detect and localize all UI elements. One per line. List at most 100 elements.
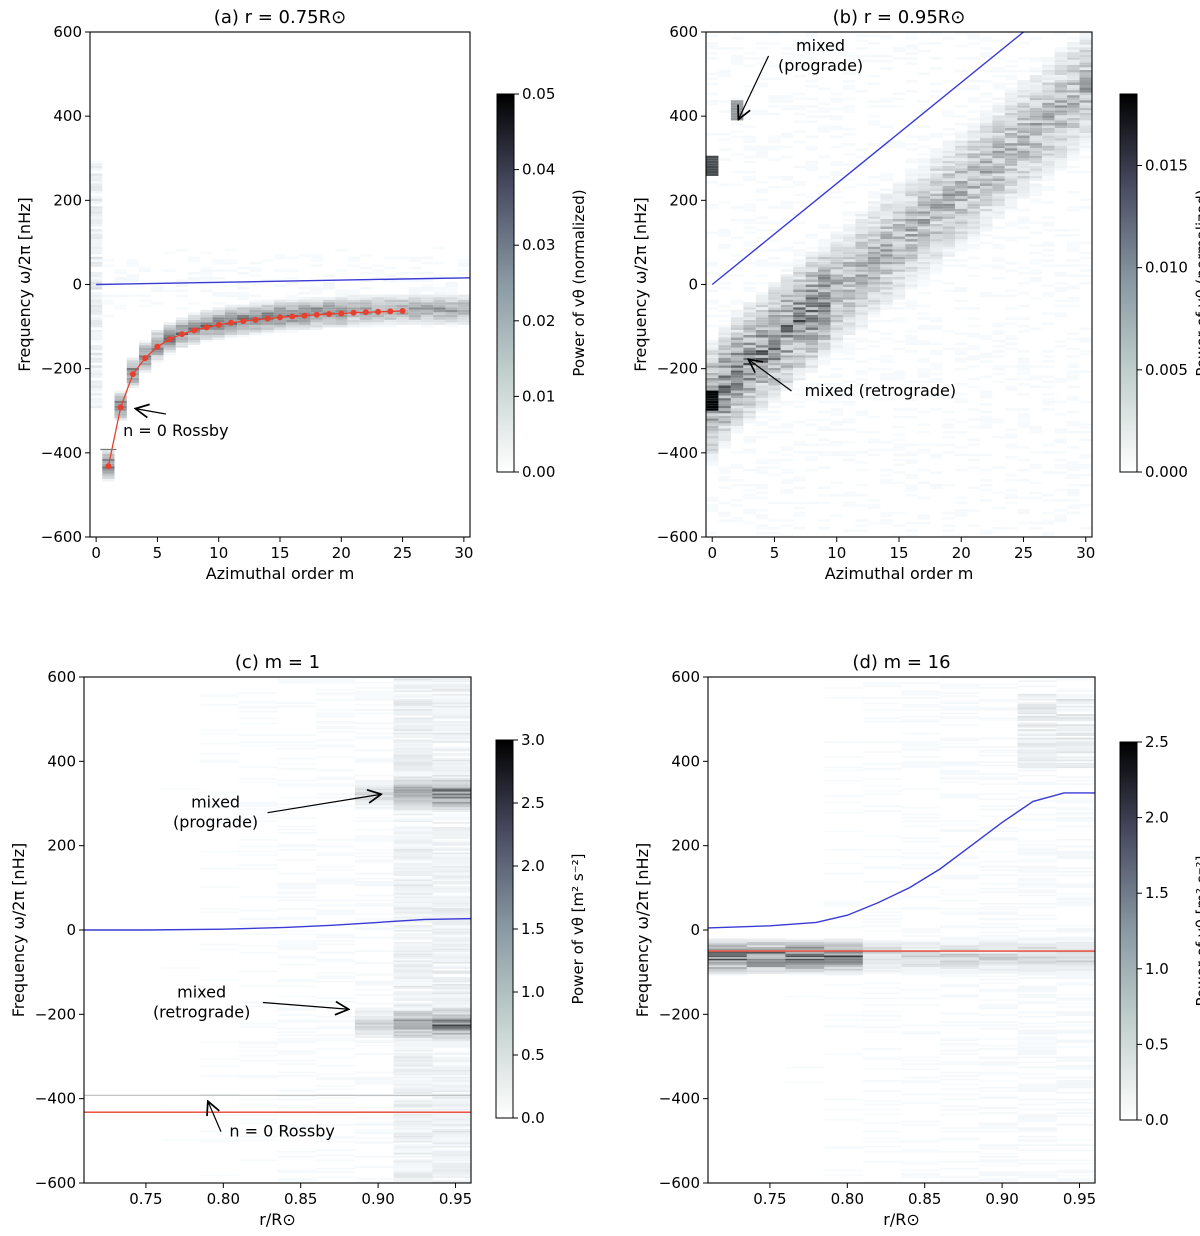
heatmap-cell <box>393 914 433 917</box>
heatmap-cell <box>1079 206 1092 209</box>
heatmap-cell <box>768 375 781 378</box>
heatmap-cell <box>238 710 278 713</box>
heatmap-cell <box>793 486 806 490</box>
heatmap-cell <box>818 375 831 378</box>
heatmap-cell <box>730 413 744 416</box>
heatmap-cell <box>1017 79 1030 83</box>
heatmap-cell <box>212 292 225 295</box>
heatmap-cell <box>1017 188 1030 192</box>
heatmap-cell <box>1056 1177 1095 1180</box>
heatmap-cell <box>1056 1002 1095 1005</box>
heatmap-cell <box>706 72 719 75</box>
heatmap-cell <box>842 345 856 348</box>
heatmap-cell <box>855 249 868 252</box>
heatmap-cell <box>706 231 719 234</box>
heatmap-cell <box>1017 1044 1057 1047</box>
heatmap-cell <box>273 329 287 333</box>
heatmap-cell <box>824 970 864 973</box>
heatmap-cell <box>805 289 819 293</box>
heatmap-cell <box>200 1058 240 1060</box>
heatmap-cell <box>1054 79 1068 83</box>
heatmap-cell <box>1042 499 1055 502</box>
heatmap-cell <box>1017 962 1057 964</box>
heatmap-cell <box>830 514 843 517</box>
heatmap-cell <box>901 962 941 964</box>
heatmap-cell <box>393 709 433 711</box>
heatmap-cell <box>354 1142 395 1145</box>
heatmap-cell <box>930 264 943 267</box>
heatmap-cell <box>1017 1031 1057 1033</box>
heatmap-cell <box>1004 526 1018 530</box>
heatmap-cell <box>90 191 103 194</box>
heatmap-cell <box>880 393 893 396</box>
heatmap-cell <box>432 830 471 833</box>
heatmap-cell <box>1079 57 1092 60</box>
heatmap-cell <box>1056 940 1095 942</box>
heatmap-cell <box>90 382 103 386</box>
heatmap-cell <box>867 438 881 442</box>
heatmap-cell <box>393 1152 433 1155</box>
heatmap-cell <box>1004 155 1018 159</box>
heatmap-cell <box>992 466 1005 469</box>
heatmap-cell <box>1079 251 1092 255</box>
heatmap-cell <box>1004 115 1018 118</box>
heatmap-cell <box>1079 64 1092 68</box>
heatmap-cell <box>905 415 918 419</box>
heatmap-cell <box>830 191 843 194</box>
heatmap-cell <box>780 201 794 204</box>
heatmap-cell <box>432 791 471 794</box>
heatmap-cell <box>818 314 831 318</box>
heatmap-cell <box>978 1164 1019 1167</box>
heatmap-cell <box>805 34 819 38</box>
heatmap-cell <box>979 223 993 227</box>
heatmap-cell <box>793 478 806 482</box>
heatmap-cell <box>1054 509 1068 512</box>
heatmap-cell <box>755 294 769 298</box>
heatmap-cell <box>967 216 980 219</box>
heatmap-cell <box>824 1147 864 1150</box>
heatmap-cell <box>706 77 719 80</box>
heatmap <box>708 677 1095 1183</box>
heatmap-cell <box>354 1078 395 1081</box>
heatmap-cell <box>457 264 470 267</box>
heatmap-cell <box>805 319 819 323</box>
heatmap-cell <box>930 158 943 161</box>
heatmap-cell <box>1004 125 1018 128</box>
heatmap-cell <box>967 347 980 351</box>
heatmap-cell <box>1054 87 1068 91</box>
heatmap-cell <box>1056 1064 1095 1067</box>
heatmap-cell <box>917 324 931 328</box>
heatmap-cell <box>249 302 262 305</box>
heatmap-cell <box>805 276 819 280</box>
heatmap-cell <box>967 365 980 368</box>
heatmap-cell <box>90 347 103 351</box>
heatmap-cell <box>151 335 164 338</box>
heatmap-cell <box>393 1051 433 1054</box>
heatmap-cell <box>917 165 931 169</box>
heatmap-cell <box>905 62 918 65</box>
heatmap-cell <box>892 196 906 199</box>
heatmap-cell <box>743 489 756 492</box>
heatmap-cell <box>930 372 943 376</box>
heatmap-cell <box>830 261 843 265</box>
heatmap-cell <box>354 1080 395 1082</box>
heatmap-cell <box>979 175 993 179</box>
heatmap-cell <box>393 852 433 855</box>
heatmap-cell <box>743 140 756 144</box>
heatmap-cell <box>905 534 918 537</box>
heatmap-cell <box>1079 90 1092 93</box>
heatmap-cell <box>830 264 843 267</box>
heatmap-cell <box>1054 145 1068 149</box>
heatmap-cell <box>718 158 731 161</box>
heatmap-cell <box>978 1056 1019 1059</box>
heatmap-cell <box>979 191 993 194</box>
heatmap-cell <box>432 774 471 777</box>
heatmap-cell <box>393 690 433 693</box>
heatmap-cell <box>718 246 731 250</box>
heatmap-cell <box>432 897 471 900</box>
heatmap-cell <box>249 266 262 270</box>
heatmap-cell <box>793 54 806 58</box>
heatmap-cell <box>793 365 806 368</box>
annotation-arrow <box>262 1002 349 1009</box>
heatmap-cell <box>393 1026 433 1028</box>
